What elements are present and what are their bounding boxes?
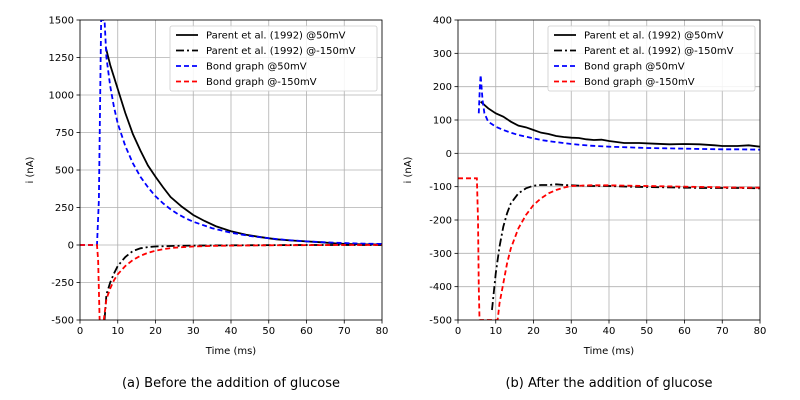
x-axis-label: Time (ms) <box>205 346 257 357</box>
legend-box <box>547 25 756 92</box>
x-tick-label: 10 <box>111 326 124 337</box>
x-tick-label: 0 <box>455 326 461 337</box>
y-tick-label: 0 <box>68 241 74 252</box>
y-tick-label: -200 <box>429 216 452 227</box>
y-tick-label: -500 <box>429 316 452 327</box>
y-tick-label: 100 <box>433 116 452 127</box>
y-tick-label: 500 <box>55 166 74 177</box>
x-tick-label: 20 <box>527 326 540 337</box>
x-tick-label: 70 <box>716 326 729 337</box>
x-tick-label: 80 <box>754 326 767 337</box>
series-line-3 <box>80 244 382 320</box>
legend-label: Bond graph @50mV <box>584 62 685 73</box>
x-tick-label: 80 <box>376 326 389 337</box>
y-tick-label: -400 <box>429 282 452 293</box>
legend-label: Bond graph @-150mV <box>584 77 695 88</box>
subfigure-caption: (b) After the addition of glucose <box>505 376 712 391</box>
y-tick-label: 250 <box>55 203 74 214</box>
x-tick-label: 30 <box>187 326 200 337</box>
x-tick-label: 0 <box>77 326 83 337</box>
chart-b: 0 10 20 30 40 50 60 70 80 -500 -400 -300 -200 -100 0 10… <box>403 16 766 392</box>
x-tick-label: 10 <box>489 326 502 337</box>
x-axis-label: Time (ms) <box>583 346 635 357</box>
chart-a: 0 10 20 30 40 50 60 70 80 -500 -250 0 250 500 750 1000 1… <box>25 16 388 392</box>
x-tick-label: 40 <box>603 326 616 337</box>
y-tick-label: 200 <box>433 82 452 93</box>
y-tick-label: 1500 <box>49 16 74 27</box>
y-tick-label: -250 <box>51 278 74 289</box>
legend-label: Bond graph @-150mV <box>206 77 317 88</box>
y-tick-label: 300 <box>433 49 452 60</box>
series-line-2 <box>477 74 760 151</box>
x-tick-label: 20 <box>149 326 162 337</box>
y-tick-label: -100 <box>429 182 452 193</box>
legend: Parent et al. (1992) @50mV Parent et al. … <box>169 25 378 92</box>
series-line-1 <box>491 183 760 311</box>
legend: Parent et al. (1992) @50mV Parent et al. … <box>547 25 756 92</box>
x-tick-label: 30 <box>565 326 578 337</box>
x-tick-label: 50 <box>640 326 653 337</box>
x-tick-label: 40 <box>225 326 238 337</box>
legend-label: Parent et al. (1992) @-150mV <box>206 46 356 57</box>
y-axis-label: i (nA) <box>403 156 414 183</box>
y-tick-label: 1000 <box>49 91 74 102</box>
x-tick-label: 60 <box>300 326 313 337</box>
series-line-3 <box>458 177 760 320</box>
subfigure-caption: (a) Before the addition of glucose <box>122 376 340 391</box>
y-tick-label: 750 <box>55 128 74 139</box>
x-tick-label: 60 <box>678 326 691 337</box>
legend-box <box>169 25 378 92</box>
y-tick-label: -300 <box>429 249 452 260</box>
legend-label: Parent et al. (1992) @50mV <box>206 31 346 42</box>
series-line-0 <box>480 100 760 148</box>
series-line-2 <box>80 20 382 246</box>
y-tick-label: -500 <box>51 316 74 327</box>
legend-label: Bond graph @50mV <box>206 62 307 73</box>
legend-label: Parent et al. (1992) @-150mV <box>584 46 734 57</box>
y-axis-label: i (nA) <box>25 156 36 183</box>
legend-label: Parent et al. (1992) @50mV <box>584 31 724 42</box>
x-tick-label: 50 <box>262 326 275 337</box>
x-tick-label: 70 <box>338 326 351 337</box>
y-tick-label: 1250 <box>49 53 74 64</box>
y-tick-label: 400 <box>433 16 452 27</box>
y-tick-label: 0 <box>446 149 452 160</box>
